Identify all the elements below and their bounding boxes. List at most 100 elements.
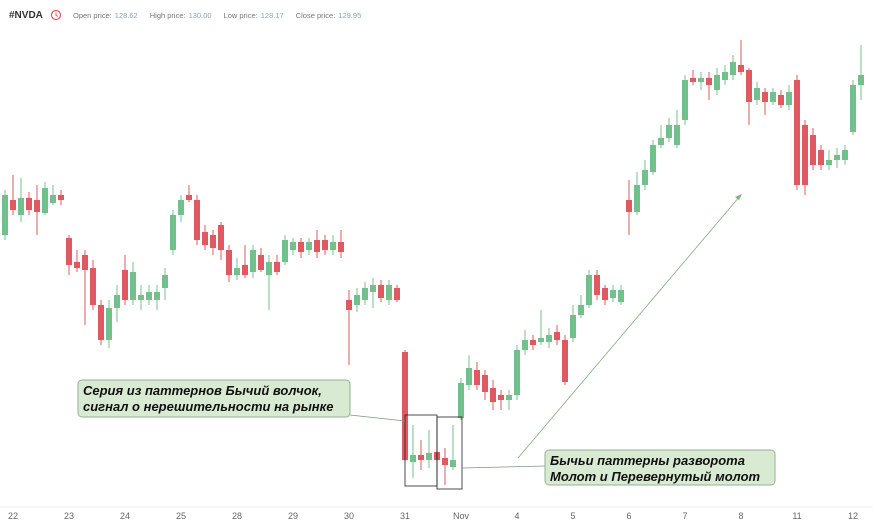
candle-body bbox=[194, 200, 200, 240]
candle-body bbox=[858, 75, 864, 85]
candle-body bbox=[554, 332, 560, 340]
candle-body bbox=[170, 215, 176, 250]
candle-body bbox=[186, 195, 192, 200]
candle-body bbox=[642, 170, 648, 185]
candle-body bbox=[802, 125, 808, 185]
candle-body bbox=[754, 88, 760, 100]
candle-body bbox=[50, 195, 56, 203]
candle-body bbox=[610, 290, 616, 298]
candle-body bbox=[722, 72, 728, 80]
annotation-box bbox=[544, 449, 776, 486]
candle-body bbox=[130, 272, 136, 300]
candle-body bbox=[586, 275, 592, 305]
candle-body bbox=[226, 250, 232, 275]
candle-body bbox=[682, 80, 688, 120]
field-value: 128.17 bbox=[261, 11, 284, 20]
candle-body bbox=[546, 335, 552, 342]
candle-body bbox=[178, 200, 184, 215]
candle-body bbox=[626, 200, 632, 212]
candle-body bbox=[650, 145, 656, 172]
x-tick-label: 7 bbox=[682, 511, 687, 521]
x-tick-label: 22 bbox=[8, 511, 18, 521]
annotation-layout bbox=[349, 194, 742, 490]
x-tick-label: 23 bbox=[64, 511, 74, 521]
candle-body bbox=[306, 242, 312, 250]
candle-body bbox=[714, 75, 720, 90]
candle-body bbox=[538, 338, 544, 342]
candle-body bbox=[282, 240, 288, 262]
candle-body bbox=[762, 92, 768, 102]
candle-body bbox=[34, 200, 40, 212]
candle-body bbox=[242, 265, 248, 275]
candle-body bbox=[2, 195, 8, 235]
x-tick-label: 30 bbox=[344, 511, 354, 521]
candle-body bbox=[482, 375, 488, 392]
candle-body bbox=[826, 160, 832, 165]
x-tick-label: 8 bbox=[738, 511, 743, 521]
candle-body bbox=[354, 295, 360, 305]
candle-body bbox=[42, 188, 48, 213]
candle-body bbox=[298, 242, 304, 252]
candle-body bbox=[690, 78, 696, 82]
field-value: 129.95 bbox=[338, 11, 361, 20]
candle-body bbox=[618, 290, 624, 302]
candle-body bbox=[154, 292, 160, 300]
field-value: 130.00 bbox=[189, 11, 212, 20]
candle-body bbox=[658, 138, 664, 145]
candle-body bbox=[314, 240, 320, 252]
candle-body bbox=[82, 255, 88, 270]
candle-body bbox=[266, 262, 272, 275]
field-value: 128.62 bbox=[115, 11, 138, 20]
candle-body bbox=[410, 455, 416, 462]
annotation-text: Молот и Перевернутый молот bbox=[550, 469, 761, 484]
field-label: Close price: bbox=[296, 11, 336, 20]
candle-body bbox=[730, 62, 736, 75]
x-tick-label: 29 bbox=[288, 511, 298, 521]
candle-body bbox=[474, 370, 480, 385]
candle-body bbox=[202, 232, 208, 245]
candle-body bbox=[490, 388, 496, 402]
candle-body bbox=[746, 70, 752, 102]
candle-body bbox=[770, 92, 776, 102]
candle-body bbox=[338, 242, 344, 252]
x-tick-label: 11 bbox=[792, 511, 801, 521]
candle-body bbox=[66, 238, 72, 265]
candle-body bbox=[562, 340, 568, 382]
candle-body bbox=[346, 300, 352, 310]
candle-body bbox=[386, 285, 392, 300]
field-label: Open price: bbox=[73, 11, 112, 20]
candle-body bbox=[602, 288, 608, 300]
candle-body bbox=[450, 460, 456, 467]
annotation-box bbox=[77, 379, 351, 418]
x-tick-label: 31 bbox=[400, 511, 410, 521]
x-tick-label: 28 bbox=[232, 511, 242, 521]
x-tick-label: 24 bbox=[120, 511, 130, 521]
candle-body bbox=[794, 80, 800, 185]
candle-body bbox=[322, 240, 328, 250]
candle-body bbox=[10, 200, 16, 210]
candle-body bbox=[698, 78, 704, 82]
candle-body bbox=[634, 185, 640, 212]
candle-body bbox=[810, 135, 816, 165]
candle-body bbox=[738, 65, 744, 72]
candle-body bbox=[218, 225, 224, 250]
candle-body bbox=[98, 305, 104, 340]
candle-body bbox=[418, 455, 424, 460]
candle-body bbox=[114, 295, 120, 308]
candle-body bbox=[106, 308, 112, 340]
clock-icon bbox=[50, 9, 62, 21]
candle-body bbox=[122, 270, 128, 300]
field-label: High price: bbox=[150, 11, 186, 20]
candle-body bbox=[442, 458, 448, 465]
candle-body bbox=[58, 195, 64, 200]
candle-body bbox=[370, 285, 376, 292]
annotation-text: сигнал о нерешительности на рынке bbox=[83, 399, 333, 414]
candle-body bbox=[498, 395, 504, 400]
annotation-text: Бычьи паттерны разворота bbox=[550, 453, 745, 468]
candle-body bbox=[362, 288, 368, 300]
candle-body bbox=[570, 315, 576, 338]
candle-body bbox=[818, 150, 824, 165]
field-label: Low price: bbox=[224, 11, 258, 20]
candle-body bbox=[234, 268, 240, 275]
